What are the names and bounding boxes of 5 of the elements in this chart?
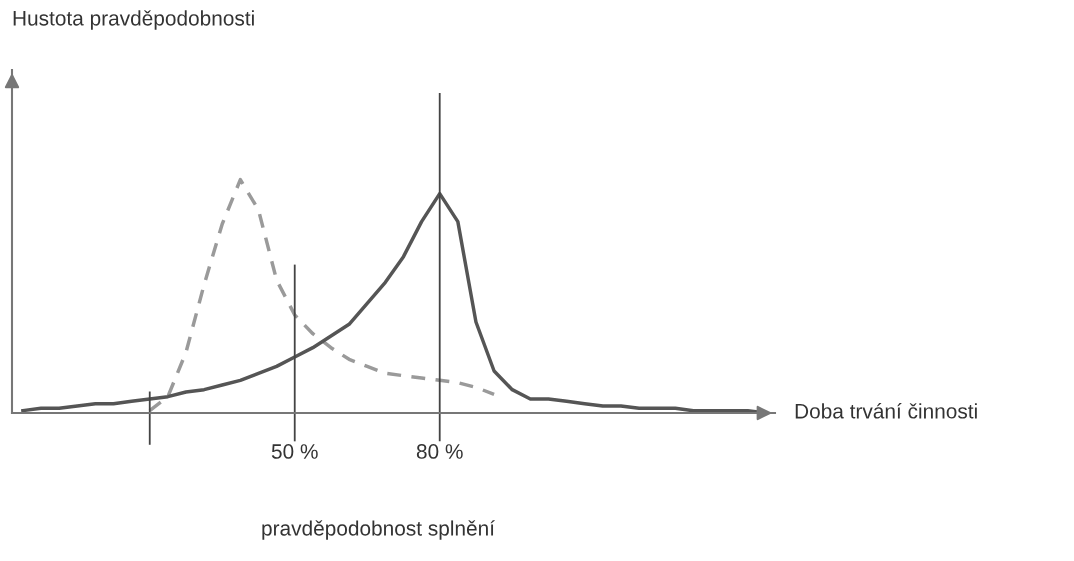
- text: Hustota pravděpodobnosti: [13, 10, 254, 30]
- text: pravděpodobnost splnění: [262, 520, 495, 540]
- x-tick-label: 80 %: [416, 444, 463, 459]
- x-axis-title: Doba trvání činnosti: [795, 403, 977, 419]
- x-tick-label: 50 %: [271, 444, 318, 459]
